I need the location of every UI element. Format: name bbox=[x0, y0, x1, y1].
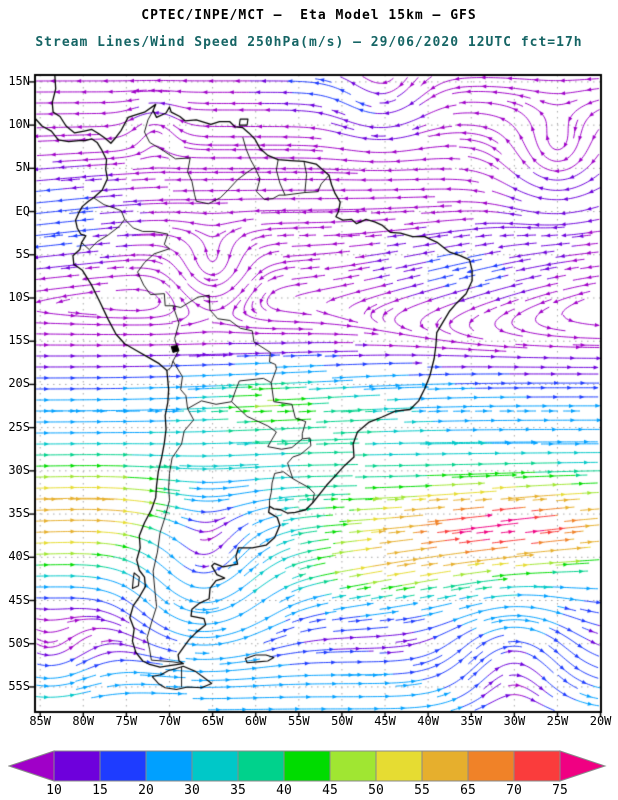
colorbar-segment bbox=[237, 750, 285, 782]
colorbar-tick-label: 55 bbox=[414, 783, 430, 798]
colorbar-segment bbox=[513, 750, 561, 782]
colorbar-segment bbox=[53, 750, 101, 782]
colorbar-segment bbox=[99, 750, 147, 782]
colorbar-segment bbox=[467, 750, 515, 782]
colorbar-tick-label: 35 bbox=[230, 783, 246, 798]
wind-speed-colorbar: 10 15 20 30 35 40 45 50 55 65 70 75 bbox=[7, 749, 610, 799]
colorbar-segment bbox=[375, 750, 423, 782]
colorbar-tick-label: 20 bbox=[138, 783, 154, 798]
colorbar-tick-label: 70 bbox=[506, 783, 522, 798]
chart-subtitle: Stream Lines/Wind Speed 250hPa(m/s) – 29… bbox=[35, 35, 583, 50]
colorbar-segment bbox=[283, 750, 331, 782]
colorbar-tick-label: 10 bbox=[46, 783, 62, 798]
colorbar-svg bbox=[7, 750, 607, 782]
colorbar-segment bbox=[145, 750, 193, 782]
colorbar-segment bbox=[421, 750, 469, 782]
colorbar-segment bbox=[329, 750, 377, 782]
colorbar-segment bbox=[191, 750, 239, 782]
colorbar-tick-label: 45 bbox=[322, 783, 338, 798]
chart-title: CPTEC/INPE/MCT – Eta Model 15km – GFS bbox=[141, 8, 477, 23]
colorbar-tick-label: 75 bbox=[552, 783, 568, 798]
colorbar-below-arrow bbox=[7, 750, 55, 782]
colorbar-tick-label: 50 bbox=[368, 783, 384, 798]
colorbar-tick-label: 15 bbox=[92, 783, 108, 798]
colorbar-tick-label: 65 bbox=[460, 783, 476, 798]
colorbar-tick-label: 40 bbox=[276, 783, 292, 798]
colorbar-tick-label: 30 bbox=[184, 783, 200, 798]
colorbar-above-arrow bbox=[559, 750, 607, 782]
